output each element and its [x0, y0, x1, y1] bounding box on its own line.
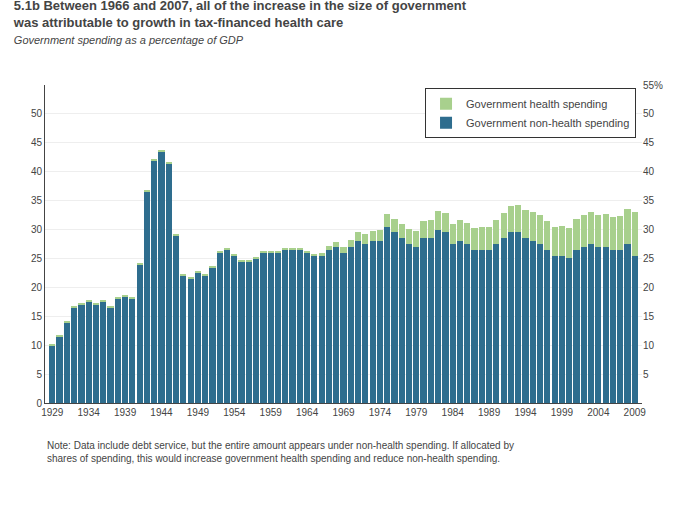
svg-text:40: 40: [31, 166, 43, 177]
svg-text:1974: 1974: [369, 407, 392, 418]
svg-text:30: 30: [31, 224, 43, 235]
svg-text:1969: 1969: [332, 407, 355, 418]
svg-text:15: 15: [643, 311, 655, 322]
svg-text:1984: 1984: [442, 407, 465, 418]
svg-text:10: 10: [643, 340, 655, 351]
svg-text:1939: 1939: [114, 407, 137, 418]
svg-text:2009: 2009: [624, 407, 647, 418]
svg-text:30: 30: [643, 224, 655, 235]
svg-text:5.1b Between 1966 and 2007, al: 5.1b Between 1966 and 2007, all of the i…: [13, 0, 467, 46]
svg-text:0: 0: [36, 398, 42, 409]
svg-text:20: 20: [31, 282, 43, 293]
svg-text:45: 45: [31, 137, 43, 148]
svg-text:50: 50: [643, 108, 655, 119]
svg-text:50: 50: [31, 108, 43, 119]
svg-text:1989: 1989: [478, 407, 501, 418]
svg-text:Note: Data include debt servic: Note: Data include debt service, but the…: [47, 440, 514, 464]
svg-text:5: 5: [643, 369, 649, 380]
svg-text:1949: 1949: [187, 407, 210, 418]
svg-text:Government non-health spending: Government non-health spending: [466, 117, 629, 129]
svg-text:35: 35: [643, 195, 655, 206]
svg-text:1959: 1959: [260, 407, 283, 418]
svg-text:45: 45: [643, 137, 655, 148]
svg-text:1934: 1934: [78, 407, 101, 418]
svg-text:25: 25: [643, 253, 655, 264]
svg-text:10: 10: [31, 340, 43, 351]
svg-text:40: 40: [643, 166, 655, 177]
svg-text:35: 35: [31, 195, 43, 206]
svg-text:20: 20: [643, 282, 655, 293]
svg-text:2004: 2004: [587, 407, 610, 418]
svg-text:25: 25: [31, 253, 43, 264]
svg-text:1954: 1954: [223, 407, 246, 418]
svg-text:15: 15: [31, 311, 43, 322]
svg-text:1929: 1929: [41, 407, 64, 418]
svg-text:1979: 1979: [405, 407, 428, 418]
svg-text:1944: 1944: [150, 407, 173, 418]
svg-text:5: 5: [36, 369, 42, 380]
svg-text:1994: 1994: [514, 407, 537, 418]
svg-text:1999: 1999: [551, 407, 574, 418]
svg-text:1964: 1964: [296, 407, 319, 418]
svg-text:Government health spending: Government health spending: [466, 98, 607, 110]
svg-text:55%: 55%: [643, 80, 663, 91]
